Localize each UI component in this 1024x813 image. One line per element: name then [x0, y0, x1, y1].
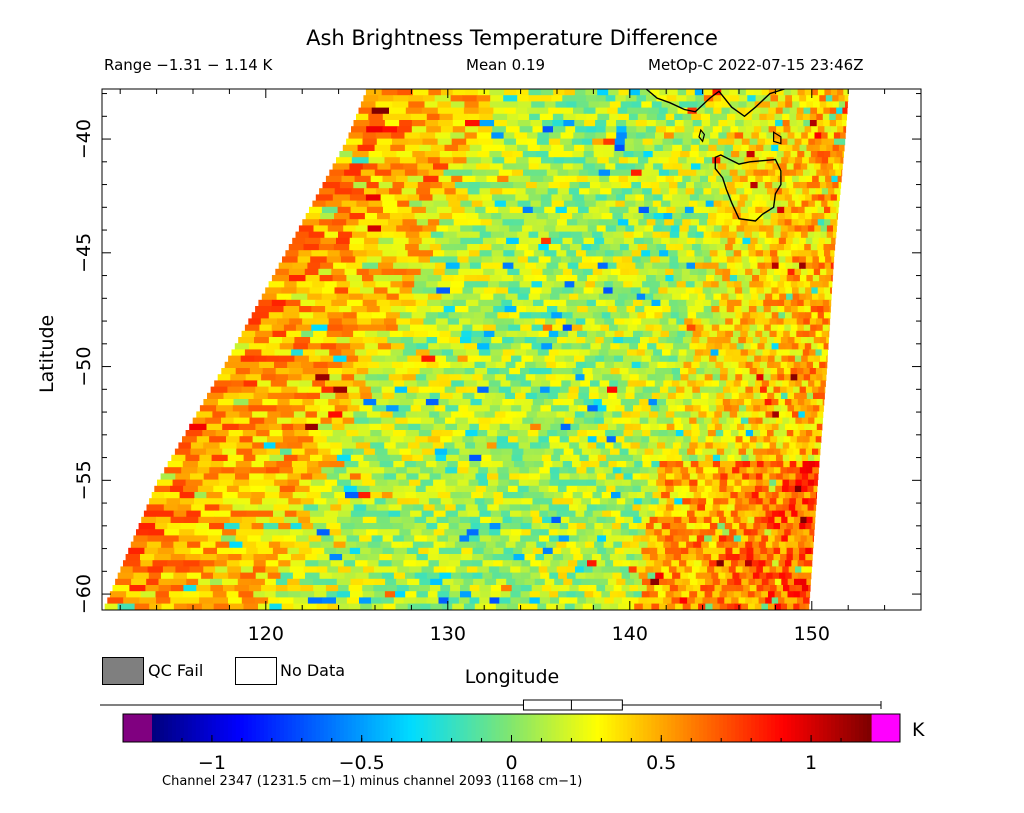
channel-caption: Channel 2347 (1231.5 cm−1) minus channel… — [162, 774, 583, 789]
swath-field — [102, 89, 849, 610]
coastlines — [645, 89, 785, 222]
y-tick-label: −50 — [73, 347, 95, 387]
qc-fail-swatch — [102, 657, 144, 685]
x-tick-label: 120 — [248, 623, 284, 645]
qc-fail-label: QC Fail — [148, 661, 204, 680]
y-tick-label: −55 — [73, 460, 95, 500]
range-readout: Range −1.31 − 1.14 K — [104, 56, 273, 74]
colorbar-tick-label: −0.5 — [339, 752, 385, 774]
x-axis-label: Longitude — [464, 666, 560, 688]
y-tick-label: −40 — [73, 119, 95, 159]
colorbar-under — [123, 714, 152, 742]
colorbar-tick-label: −1 — [198, 752, 226, 774]
x-tick-label: 130 — [430, 623, 466, 645]
coastline-mainland — [645, 89, 785, 118]
x-tick-label: 150 — [794, 623, 830, 645]
y-tick-label: −60 — [73, 574, 95, 614]
colorbar: −1 −0.5 0 0.5 1 — [122, 713, 901, 774]
no-data-label: No Data — [280, 661, 346, 680]
no-data-swatch — [235, 657, 277, 685]
coastline-tasmania — [714, 154, 782, 222]
y-tick-label: −45 — [73, 233, 95, 273]
plot-title: Ash Brightness Temperature Difference — [306, 26, 718, 50]
colorbar-over — [871, 714, 900, 742]
satellite-timestamp: MetOp-C 2022-07-15 23:46Z — [648, 56, 864, 74]
colorbar-tick-label: 0 — [505, 752, 517, 774]
x-tick-label: 140 — [612, 623, 648, 645]
coastline-island — [698, 128, 706, 143]
colorbar-tick-label: 0.5 — [646, 752, 676, 774]
distribution-boxplot — [100, 699, 882, 711]
y-axis-label: Latitude — [36, 314, 58, 393]
colorbar-unit: K — [912, 719, 925, 741]
colorbar-tick-label: 1 — [805, 752, 817, 774]
coastline-island — [773, 131, 782, 145]
plot-frame — [101, 88, 922, 611]
mean-readout: Mean 0.19 — [466, 56, 546, 74]
